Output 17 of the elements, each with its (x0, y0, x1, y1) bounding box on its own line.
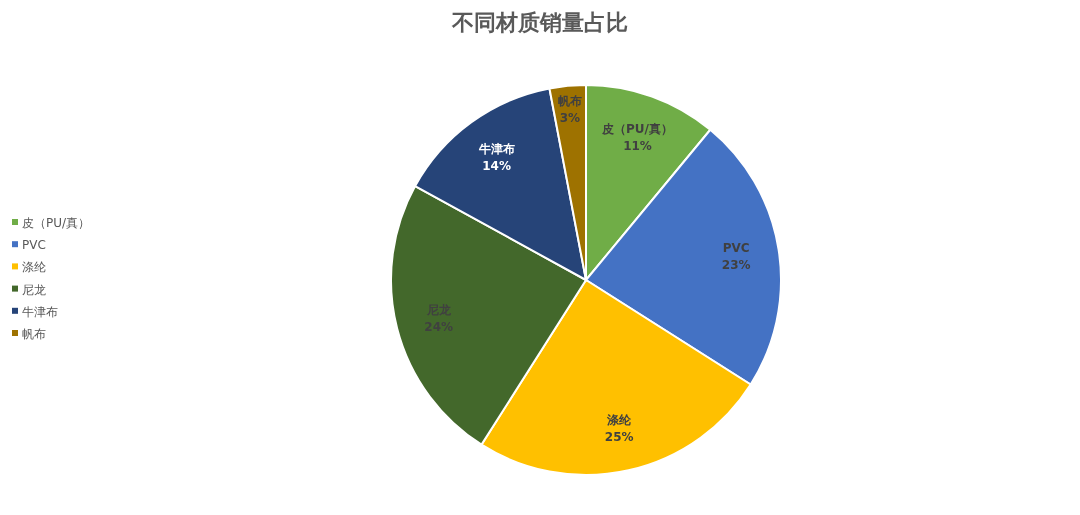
data-label: 11% (623, 138, 652, 153)
slice-label: PVC (722, 241, 750, 256)
slice-label: 牛津布 (477, 141, 515, 156)
slice-label: 帆布 (557, 94, 582, 109)
data-label: 3% (559, 111, 581, 126)
legend-label: 尼龙 (22, 282, 46, 297)
slice-label: 皮（PU/真） (601, 121, 673, 136)
data-label: 25% (604, 430, 634, 445)
legend-label: 涤纶 (22, 260, 46, 275)
legend-label: 牛津布 (22, 304, 58, 319)
legend-label: PVC (22, 238, 46, 253)
legend-label: 帆布 (22, 327, 46, 341)
legend-label: 皮（PU/真） (22, 216, 91, 230)
slice-label: 涤纶 (606, 413, 633, 428)
data-label: 23% (721, 258, 751, 273)
chart-title: 不同材质销量占比 (451, 10, 628, 35)
data-label: 14% (482, 158, 511, 173)
